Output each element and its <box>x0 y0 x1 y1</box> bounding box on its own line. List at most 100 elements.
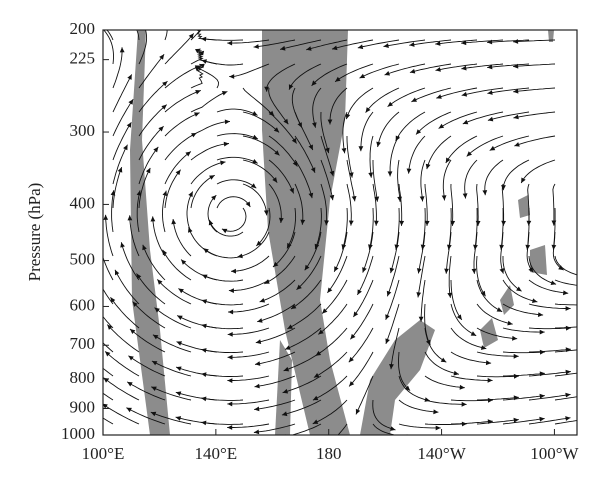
arrow-head <box>306 46 312 51</box>
streamline <box>398 399 439 413</box>
streamline <box>253 39 296 48</box>
arrow-head <box>501 185 506 191</box>
arrow-head <box>516 286 522 292</box>
streamlines <box>103 30 597 435</box>
streamline <box>554 396 577 401</box>
streamline <box>132 301 166 329</box>
streamline <box>435 63 478 71</box>
arrow-head <box>592 323 597 328</box>
streamline <box>286 207 297 249</box>
streamline <box>554 420 577 425</box>
streamline <box>331 39 374 50</box>
arrow-head <box>288 84 294 90</box>
streamline <box>514 135 556 147</box>
streamline <box>190 120 231 137</box>
streamline <box>230 255 270 272</box>
streamline <box>253 423 296 433</box>
arrow-head <box>142 244 147 251</box>
arrow-head <box>496 307 503 312</box>
streamline <box>528 255 557 285</box>
arrow-head <box>228 309 234 315</box>
streamline <box>476 419 519 425</box>
arrow-head <box>203 248 209 254</box>
streamline <box>476 303 513 325</box>
arrow-head <box>565 416 571 421</box>
arrow-head <box>487 90 493 95</box>
streamline <box>502 303 544 316</box>
streamline <box>136 30 140 41</box>
arrow-head <box>462 193 468 199</box>
streamline <box>464 159 478 199</box>
streamline <box>528 371 571 377</box>
streamline <box>345 87 374 120</box>
arrow-head <box>513 353 519 359</box>
arrow-head <box>127 381 133 387</box>
arrow-head <box>201 36 207 42</box>
streamline <box>164 89 201 113</box>
arrow-head <box>438 123 445 129</box>
streamline <box>216 156 258 164</box>
streamline <box>284 327 322 350</box>
arrow-head <box>136 190 142 196</box>
arrow-head <box>123 144 128 151</box>
arrow-head <box>188 191 193 198</box>
arrow-head <box>252 111 258 116</box>
streamline <box>313 351 348 378</box>
streamline <box>164 65 201 89</box>
streamline <box>409 39 452 46</box>
arrow-head <box>376 141 381 147</box>
streamline <box>103 417 114 425</box>
arrow-head <box>480 290 486 297</box>
streamline <box>164 151 192 185</box>
arrow-head <box>254 383 260 389</box>
streamline <box>476 279 503 313</box>
arrow-head <box>349 381 355 387</box>
arrow-head <box>312 122 317 128</box>
arrow-head <box>565 369 571 375</box>
streamline <box>395 111 426 142</box>
arrow-head <box>255 361 261 366</box>
arrow-head <box>282 388 289 394</box>
streamline <box>487 87 530 94</box>
streamline <box>409 63 452 73</box>
arrow-head <box>395 135 401 141</box>
streamline <box>320 111 330 154</box>
streamline <box>112 166 123 209</box>
streamline <box>164 30 168 41</box>
arrow-head <box>120 242 125 248</box>
streamline <box>294 183 304 225</box>
streamline <box>106 324 140 353</box>
arrow-head <box>387 171 393 177</box>
streamline <box>311 63 348 87</box>
arrow-head <box>199 63 205 69</box>
arrow-head <box>175 416 182 421</box>
streamline <box>126 381 166 401</box>
streamline <box>372 183 377 226</box>
arrow-head <box>224 119 230 125</box>
streamline <box>190 30 201 41</box>
arrow-head <box>162 81 168 87</box>
streamline <box>450 399 494 402</box>
arrow-head <box>399 220 405 226</box>
streamline <box>346 183 352 226</box>
streamline <box>138 80 168 113</box>
streamline <box>164 169 181 209</box>
streamline <box>288 63 322 90</box>
arrow-head <box>501 220 506 226</box>
streamline <box>554 303 577 306</box>
arrow-head <box>171 219 177 225</box>
streamline <box>357 255 374 296</box>
streamline <box>528 393 571 401</box>
arrow-head <box>341 148 347 154</box>
arrow-head <box>127 74 132 80</box>
streamline <box>227 423 270 428</box>
arrow-head <box>487 39 493 45</box>
arrow-head <box>154 307 160 313</box>
streamline <box>442 159 452 201</box>
arrow-head <box>459 384 465 390</box>
streamline <box>398 351 411 391</box>
streamline <box>500 231 504 274</box>
shaded-region <box>518 195 530 218</box>
arrow-head <box>327 119 333 125</box>
arrow-head <box>507 320 513 326</box>
